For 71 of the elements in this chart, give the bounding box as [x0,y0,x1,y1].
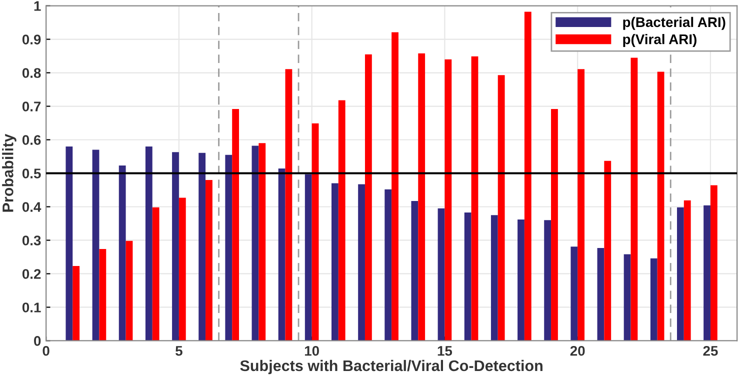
bar [72,266,80,341]
y-tick-label: 1 [34,1,41,11]
bar [225,154,232,341]
bar [676,207,684,341]
bar [544,220,552,341]
y-tick-label: 0.5 [22,168,41,178]
bar [172,152,179,341]
bar [178,198,186,341]
bar [418,53,426,341]
y-tick-label: 0.1 [22,302,41,312]
bar [332,183,338,341]
bar [285,69,292,341]
bar [411,201,418,341]
y-tick-label: 0.4 [22,202,42,212]
bar [252,146,259,341]
bar [206,180,212,341]
bar [258,143,266,341]
bar [597,248,604,341]
bar [358,184,365,341]
bar [570,246,578,341]
x-tick-label: 20 [570,346,585,356]
bar [650,258,658,341]
x-tick-label: 25 [703,346,718,356]
y-tick-label: 0.8 [22,68,41,78]
bar [624,254,631,341]
bar [684,200,691,341]
bar [704,205,710,341]
y-tick-label: 0.7 [22,102,41,112]
y-tick-label: 0.6 [22,135,41,145]
legend-label: p(Bacterial ARI) [623,16,726,30]
bar [498,75,505,341]
bar [338,100,346,341]
bar [312,123,319,341]
y-tick-label: 0.3 [22,236,41,246]
bar [118,166,126,341]
x-tick-label: 0 [42,346,50,356]
bar [304,174,312,341]
y-tick-label: 0.2 [22,269,41,279]
bar [384,189,392,341]
bar [578,69,585,341]
x-axis-title: Subjects with Bacterial/Viral Co-Detection [240,360,542,374]
bar [145,146,152,341]
bar [364,54,372,341]
y-tick-label: 0 [34,336,41,346]
bar [518,219,524,341]
x-tick-label: 5 [176,346,182,356]
y-axis-title: Probability [2,134,16,212]
bar [92,150,100,341]
x-tick-label: 10 [304,346,319,356]
bar [198,152,206,341]
bar [524,12,532,341]
bar [657,72,664,341]
bar [66,146,73,341]
bar [126,240,133,341]
x-tick-label: 15 [438,346,452,356]
bar [471,56,478,341]
bar [604,160,612,341]
bar [444,59,452,341]
bar [630,58,638,341]
legend-label: p(Viral ARI) [623,34,696,47]
bar [232,108,240,341]
bar [551,108,558,341]
bar [278,168,286,341]
bar [438,208,445,341]
bar [392,32,398,341]
bar [490,215,498,341]
bar [710,185,718,341]
bar [152,207,160,341]
bar [464,212,472,341]
bar [99,248,106,341]
y-tick-label: 0.9 [22,34,41,44]
